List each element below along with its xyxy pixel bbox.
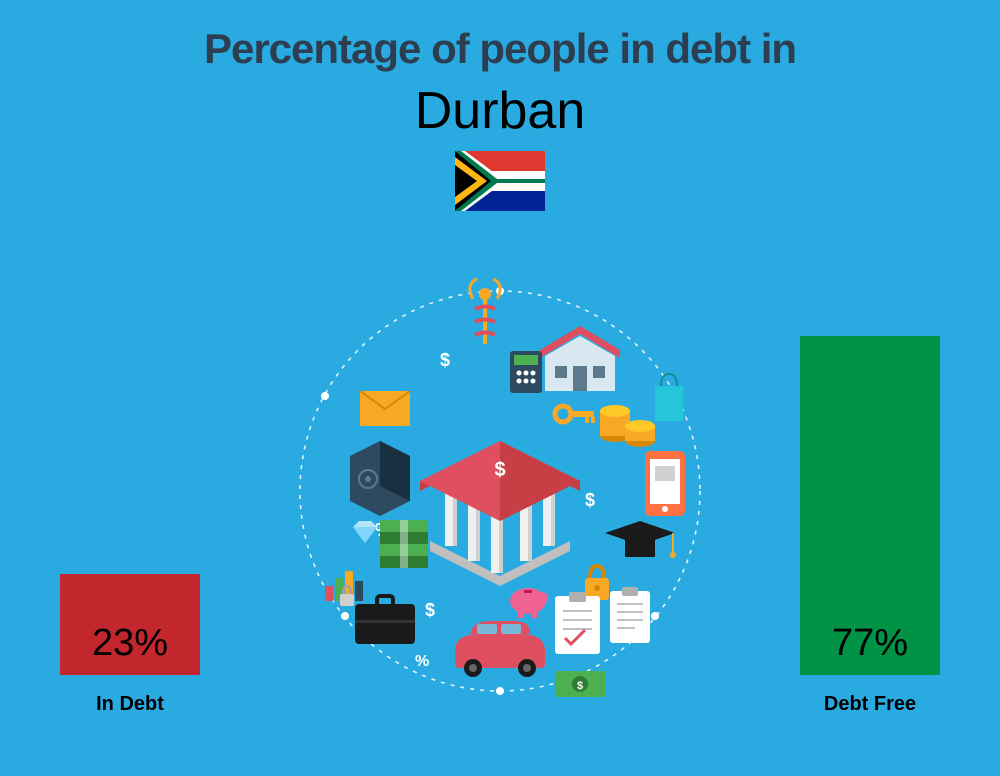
bar-debt-free: 77% Debt Free <box>800 336 940 716</box>
bar-chart: 23% In Debt 77% Debt Free <box>0 226 1000 716</box>
bar-in-debt: 23% In Debt <box>60 574 200 716</box>
bar-label-debt-free: Debt Free <box>824 693 916 716</box>
bar-value-in-debt: 23% <box>92 622 168 675</box>
bar-value-debt-free: 77% <box>832 622 908 675</box>
bar-label-in-debt: In Debt <box>96 693 164 716</box>
city-subtitle: Durban <box>0 81 1000 141</box>
south-africa-flag-icon <box>455 151 545 211</box>
bar-rect-in-debt: 23% <box>60 574 200 675</box>
flag-container <box>0 151 1000 211</box>
bar-rect-debt-free: 77% <box>800 336 940 675</box>
page-title: Percentage of people in debt in <box>0 0 1000 73</box>
